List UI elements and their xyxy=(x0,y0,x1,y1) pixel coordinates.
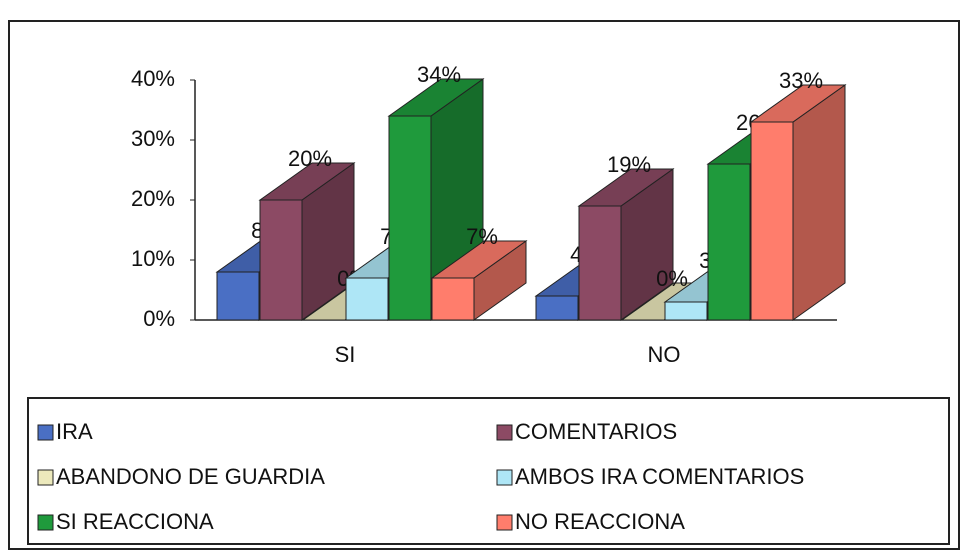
legend-label: AMBOS IRA COMENTARIOS xyxy=(515,464,804,489)
legend-box xyxy=(27,397,950,545)
y-tick-label: 30% xyxy=(131,126,175,151)
legend-swatch xyxy=(496,514,513,531)
y-tick-label: 10% xyxy=(131,246,175,271)
legend-label: ABANDONO DE GUARDIA xyxy=(56,464,325,489)
bar-front xyxy=(664,301,708,321)
value-label: 20% xyxy=(288,146,332,171)
bar-side xyxy=(792,84,846,321)
y-tick-label: 20% xyxy=(131,186,175,211)
bar xyxy=(577,168,675,321)
bar xyxy=(749,84,847,321)
bar-front xyxy=(578,205,622,321)
y-tick-label: 0% xyxy=(143,306,175,331)
bar-front xyxy=(707,163,751,321)
bar xyxy=(387,78,485,321)
bar xyxy=(430,240,528,321)
legend-swatch xyxy=(496,469,513,486)
value-label: 7% xyxy=(466,224,498,249)
bar-front xyxy=(431,277,475,321)
bar-front xyxy=(750,121,794,321)
legend-label: NO REACCIONA xyxy=(515,509,685,534)
bar xyxy=(258,162,356,321)
legend-label: COMENTARIOS xyxy=(515,419,677,444)
x-tick-label: NO xyxy=(648,342,681,367)
value-label: 19% xyxy=(607,152,651,177)
bar-front xyxy=(216,271,260,321)
x-tick-label: SI xyxy=(335,342,356,367)
legend-label: SI REACCIONA xyxy=(56,509,214,534)
value-label: 34% xyxy=(417,62,461,87)
bar-front xyxy=(388,115,432,321)
legend-swatch xyxy=(37,469,54,486)
y-tick-label: 40% xyxy=(131,66,175,91)
legend-swatch xyxy=(37,514,54,531)
bar-front xyxy=(535,295,579,321)
legend-swatch xyxy=(37,424,54,441)
legend-swatch xyxy=(496,424,513,441)
bar-front xyxy=(259,199,303,321)
legend-label: IRA xyxy=(56,419,93,444)
value-label: 0% xyxy=(656,266,688,291)
bar-front xyxy=(345,277,389,321)
value-label: 33% xyxy=(779,68,823,93)
